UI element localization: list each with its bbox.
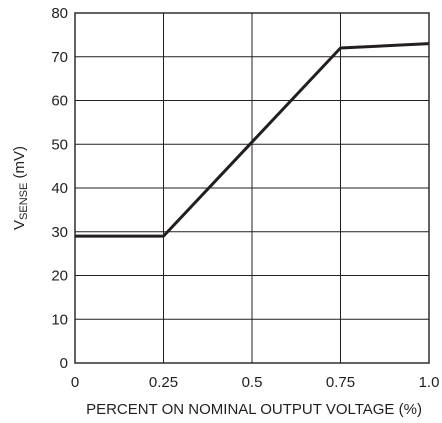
y-tick-label: 30 [51,224,68,241]
y-tick-label: 70 [51,49,68,66]
plot-frame [74,12,430,364]
vsense-series-line [75,42,430,238]
x-tick-label: 0 [71,374,79,391]
x-tick-label: 0.25 [149,374,178,391]
x-axis-title: PERCENT ON NOMINAL OUTPUT VOLTAGE (%) [86,401,422,418]
y-axis-title-main: V [11,220,28,230]
x-tick-label: 0.75 [326,374,355,391]
y-axis-title: VSENSE (mV) [11,146,30,230]
y-tick-label: 40 [51,180,68,197]
x-tick-labels: 0 0.25 0.5 0.75 1.0 [71,374,440,391]
y-tick-label: 10 [51,311,68,328]
y-axis-title-suffix: (mV) [11,146,28,183]
x-tick-label: 0.5 [242,374,263,391]
y-tick-label: 20 [51,268,68,285]
y-tick-label: 60 [51,93,68,110]
y-tick-labels: 0 10 20 30 40 50 60 70 80 [51,5,68,372]
y-tick-label: 0 [60,355,68,372]
y-tick-label: 50 [51,136,68,153]
x-tick-label: 1.0 [419,374,440,391]
grid-lines [75,13,429,363]
y-axis-title-subscript: SENSE [18,183,30,220]
y-tick-label: 80 [51,5,68,22]
